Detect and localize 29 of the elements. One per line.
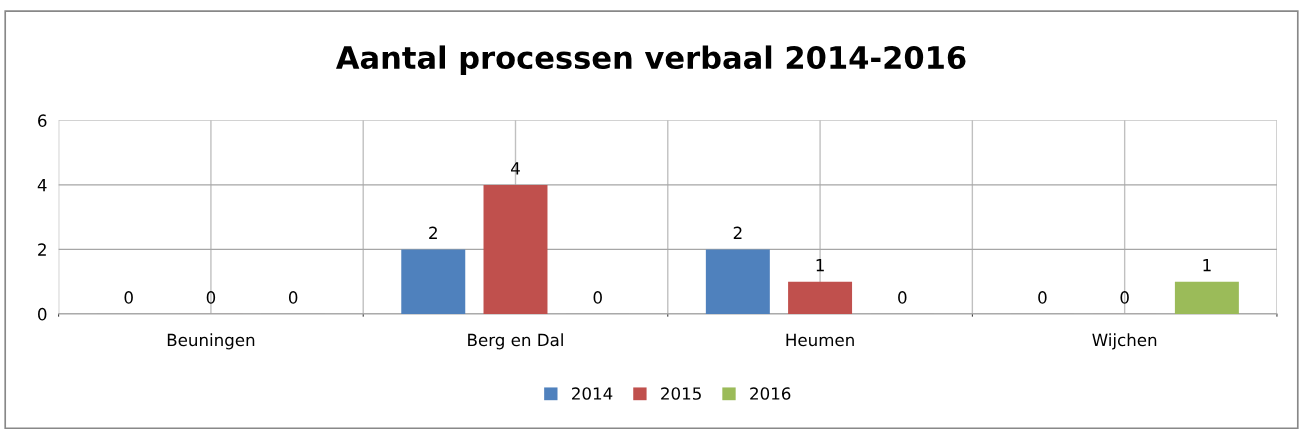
data-label: 0 <box>206 291 216 304</box>
data-label: 2 <box>733 226 742 239</box>
data-label: 1 <box>1203 259 1211 272</box>
bar <box>401 249 466 314</box>
bar <box>788 281 853 314</box>
data-label: 0 <box>124 291 133 304</box>
y-tick-label: 0 <box>38 307 47 321</box>
legend-label: 2014 <box>572 387 613 400</box>
bar <box>705 249 770 314</box>
data-label: 1 <box>816 259 824 272</box>
data-label: 4 <box>511 162 520 175</box>
y-tick-label: 2 <box>38 243 46 256</box>
data-label: 0 <box>288 291 298 304</box>
x-tick-label: Heumen <box>786 333 854 347</box>
data-label: 0 <box>1038 291 1047 304</box>
data-label: 0 <box>898 291 907 304</box>
chart-title: Aantal processen verbaal 2014-2016 <box>335 45 966 75</box>
data-label: 0 <box>593 291 602 304</box>
bar <box>483 184 548 314</box>
x-tick-label: Berg en Dal <box>468 333 563 350</box>
legend-label: 2016 <box>750 387 791 400</box>
x-tick-label: Beuningen <box>167 333 255 350</box>
data-label: 0 <box>1120 291 1129 304</box>
x-tick-label: Wijchen <box>1092 333 1157 350</box>
data-label: 2 <box>429 226 437 239</box>
legend-label: 2015 <box>661 387 701 400</box>
y-tick-label: 6 <box>38 114 47 127</box>
bar <box>1174 281 1239 314</box>
y-tick-label: 4 <box>37 179 47 192</box>
